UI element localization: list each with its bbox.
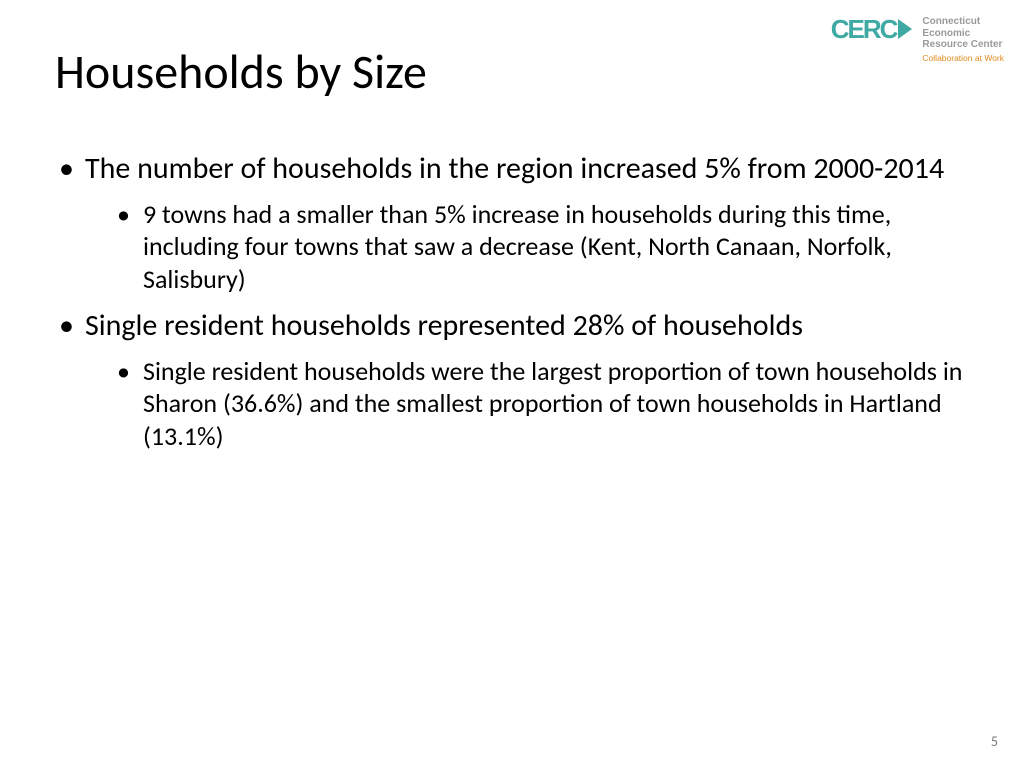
bullet-text: Single resident households represented 2…	[85, 307, 803, 344]
bullet-item: The number of households in the region i…	[55, 150, 964, 295]
sub-bullet-list: 9 towns had a smaller than 5% increase i…	[85, 198, 964, 296]
slide-title: Households by Size	[55, 42, 427, 101]
bullet-item: Single resident households represented 2…	[55, 307, 964, 452]
content-area: The number of households in the region i…	[55, 150, 964, 464]
logo-letters: CERC	[831, 16, 897, 42]
page-number: 5	[991, 733, 998, 750]
logo-mark: CERC	[831, 16, 913, 42]
sub-bullet-text: Single resident households were the larg…	[143, 355, 962, 452]
logo-text: Connecticut Economic Resource Center Col…	[922, 16, 1004, 63]
logo-area: CERC Connecticut Economic Resource Cente…	[831, 16, 1004, 63]
org-tagline: Collaboration at Work	[922, 54, 1004, 64]
org-line-1: Connecticut	[922, 16, 1004, 28]
arrow-icon	[898, 19, 912, 39]
org-line-3: Resource Center	[922, 39, 1004, 51]
sub-bullet-item: 9 towns had a smaller than 5% increase i…	[113, 198, 964, 296]
bullet-text: The number of households in the region i…	[85, 150, 944, 187]
sub-bullet-item: Single resident households were the larg…	[113, 355, 964, 453]
sub-bullet-list: Single resident households were the larg…	[85, 355, 964, 453]
bullet-list: The number of households in the region i…	[55, 150, 964, 452]
org-line-2: Economic	[922, 28, 1004, 40]
sub-bullet-text: 9 towns had a smaller than 5% increase i…	[143, 198, 892, 295]
